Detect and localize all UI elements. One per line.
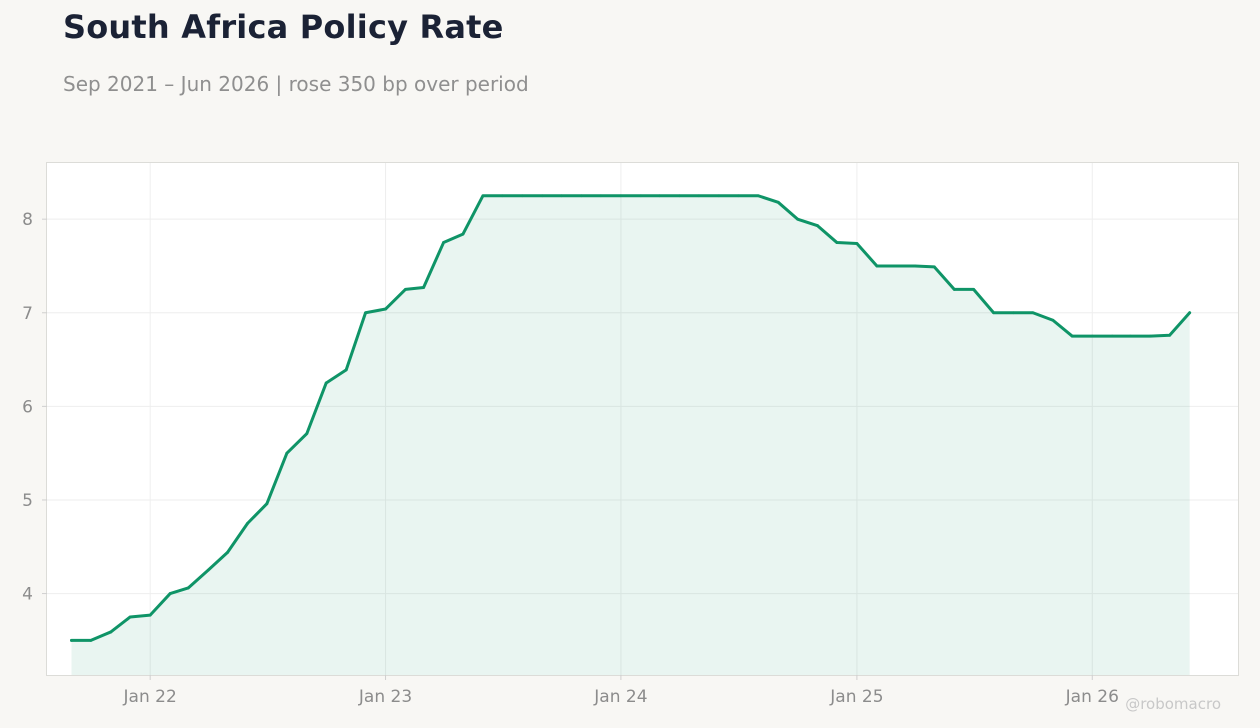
data-point bbox=[756, 194, 760, 198]
series-area bbox=[71, 195, 1190, 675]
data-point bbox=[560, 194, 563, 198]
grid-layer bbox=[47, 163, 1238, 675]
data-point bbox=[736, 194, 740, 198]
data-point bbox=[128, 615, 132, 619]
data-point bbox=[697, 194, 701, 198]
data-point bbox=[952, 287, 956, 291]
data-point bbox=[305, 432, 309, 435]
data-point bbox=[384, 307, 387, 311]
data-point bbox=[717, 194, 721, 198]
data-point bbox=[70, 638, 73, 642]
data-point bbox=[540, 194, 544, 198]
data-point bbox=[1110, 334, 1114, 338]
data-point bbox=[580, 194, 583, 198]
data-point bbox=[168, 592, 172, 595]
plot-area bbox=[46, 162, 1239, 676]
data-point bbox=[246, 521, 249, 525]
data-point bbox=[796, 217, 799, 221]
data-point bbox=[226, 550, 229, 554]
chart-title: South Africa Policy Rate bbox=[63, 8, 504, 46]
data-point bbox=[1051, 318, 1055, 322]
data-point bbox=[442, 241, 445, 244]
data-point bbox=[364, 311, 367, 315]
y-tick-label: 7 bbox=[22, 304, 33, 324]
x-tick-label: Jan 26 bbox=[1065, 687, 1119, 707]
points-layer bbox=[70, 194, 1192, 642]
data-point bbox=[1090, 334, 1094, 338]
data-point bbox=[1168, 333, 1172, 337]
data-point bbox=[972, 287, 976, 291]
data-point bbox=[89, 638, 93, 642]
data-point bbox=[500, 194, 504, 198]
data-point bbox=[639, 194, 643, 198]
data-point bbox=[855, 242, 859, 245]
data-point bbox=[324, 381, 328, 385]
x-tick-label: Jan 23 bbox=[358, 687, 412, 707]
data-point bbox=[658, 194, 661, 198]
y-tick-label: 6 bbox=[22, 397, 33, 417]
x-tick-label: Jan 25 bbox=[829, 687, 883, 707]
data-point bbox=[1148, 334, 1152, 338]
data-point bbox=[148, 613, 152, 617]
data-point bbox=[265, 502, 269, 506]
data-point bbox=[619, 194, 623, 198]
data-point bbox=[816, 224, 819, 228]
data-point bbox=[422, 286, 425, 289]
data-point bbox=[599, 194, 603, 198]
data-point bbox=[776, 200, 780, 204]
data-point bbox=[835, 241, 839, 244]
data-point bbox=[1012, 311, 1015, 315]
y-tick-label: 5 bbox=[22, 491, 33, 511]
y-tick-label: 8 bbox=[22, 210, 33, 230]
data-point bbox=[285, 451, 289, 455]
y-axis: 4 5 6 7 8 bbox=[22, 210, 47, 605]
data-point bbox=[186, 586, 190, 590]
data-point bbox=[344, 368, 348, 372]
x-axis: Jan 22 Jan 23 Jan 24 Jan 25 Jan 26 bbox=[123, 675, 1119, 707]
x-tick-label: Jan 22 bbox=[123, 687, 177, 707]
data-point bbox=[992, 311, 996, 315]
data-point bbox=[461, 232, 465, 236]
data-point bbox=[520, 194, 524, 198]
data-point bbox=[893, 264, 897, 268]
credit-watermark: @robomacro bbox=[1125, 695, 1221, 713]
data-point bbox=[678, 194, 681, 198]
data-point bbox=[404, 287, 407, 291]
data-point bbox=[932, 265, 936, 269]
y-tick-label: 4 bbox=[22, 585, 33, 605]
data-point bbox=[206, 568, 210, 572]
data-point bbox=[109, 630, 113, 634]
data-point bbox=[1070, 334, 1074, 338]
data-point bbox=[481, 194, 485, 198]
data-point bbox=[1031, 311, 1035, 315]
x-tick-label: Jan 24 bbox=[593, 687, 647, 707]
chart-subtitle: Sep 2021 – Jun 2026 | rose 350 bp over p… bbox=[63, 72, 529, 96]
data-point bbox=[1128, 334, 1132, 338]
data-point bbox=[875, 264, 879, 268]
data-point bbox=[913, 264, 917, 268]
data-point bbox=[1188, 311, 1192, 315]
series-line bbox=[70, 194, 1192, 642]
